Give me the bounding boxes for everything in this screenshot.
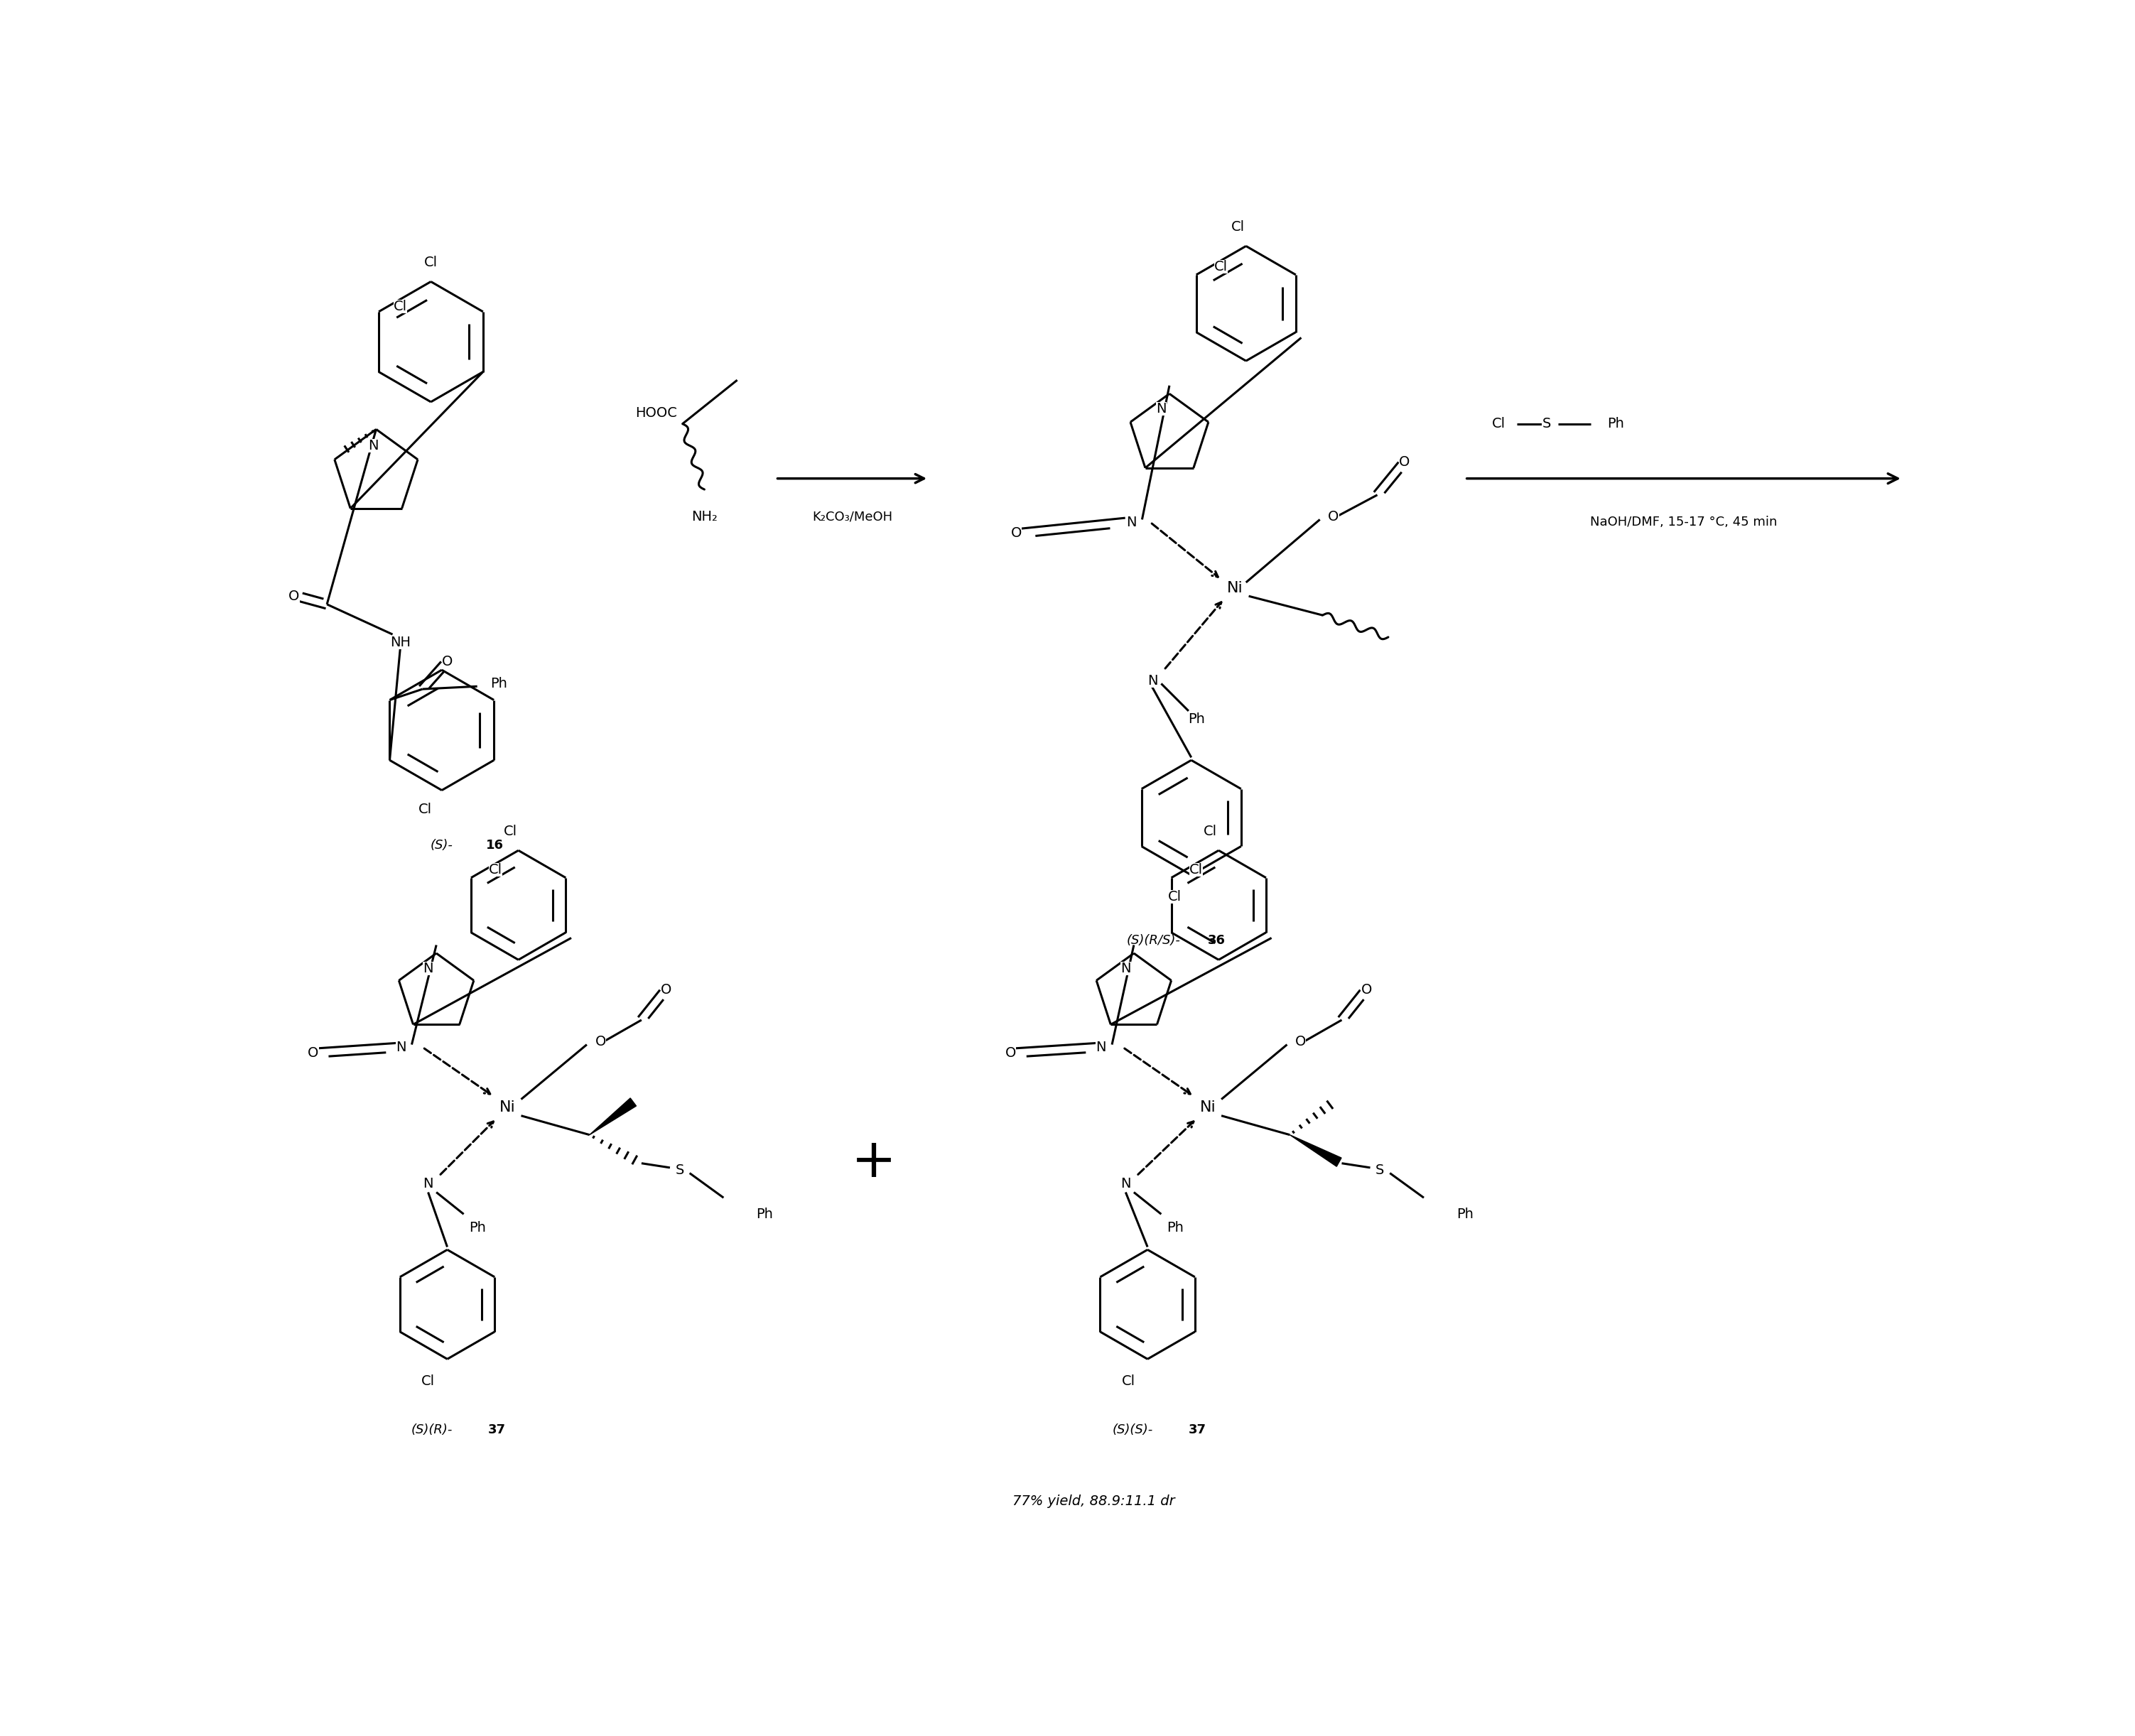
Text: (S)-: (S)-: [429, 838, 453, 851]
Text: O: O: [442, 654, 453, 668]
Text: O: O: [596, 1035, 606, 1049]
Text: Cl: Cl: [425, 255, 438, 269]
Text: Cl: Cl: [418, 802, 431, 816]
Text: O: O: [1006, 1047, 1016, 1059]
Text: Ph: Ph: [470, 1220, 487, 1234]
Text: Cl: Cl: [504, 825, 517, 838]
Text: O: O: [307, 1047, 318, 1059]
Text: 36: 36: [1208, 934, 1225, 948]
Text: N: N: [1125, 516, 1136, 529]
Text: +: +: [852, 1135, 897, 1189]
Text: Ni: Ni: [1200, 1101, 1215, 1115]
Text: NaOH/DMF, 15-17 °C, 45 min: NaOH/DMF, 15-17 °C, 45 min: [1591, 516, 1776, 529]
Text: Ph: Ph: [1189, 712, 1206, 726]
Text: 37: 37: [1189, 1424, 1206, 1437]
Text: O: O: [1328, 510, 1339, 524]
Text: S: S: [1375, 1163, 1383, 1177]
Text: 77% yield, 88.9:11.1 dr: 77% yield, 88.9:11.1 dr: [1012, 1495, 1174, 1509]
Text: N: N: [1155, 403, 1166, 417]
Text: K₂CO₃/MeOH: K₂CO₃/MeOH: [811, 510, 892, 523]
Text: Cl: Cl: [489, 863, 502, 877]
Text: Ph: Ph: [1608, 417, 1625, 431]
Text: N: N: [1121, 1177, 1132, 1191]
Text: S: S: [675, 1163, 683, 1177]
Text: Cl: Cl: [1492, 417, 1505, 431]
Text: Cl: Cl: [1168, 891, 1181, 904]
Text: Cl: Cl: [1232, 220, 1245, 234]
Text: Cl: Cl: [1189, 863, 1202, 877]
Text: O: O: [660, 983, 673, 996]
Text: 37: 37: [489, 1424, 506, 1437]
Text: NH₂: NH₂: [692, 510, 717, 524]
Text: (S)(R/S)-: (S)(R/S)-: [1127, 934, 1181, 948]
Text: Cl: Cl: [1121, 1375, 1136, 1387]
Text: N: N: [423, 962, 433, 976]
Text: N: N: [395, 1040, 406, 1054]
Text: O: O: [1360, 983, 1373, 996]
Polygon shape: [589, 1099, 636, 1135]
Text: N: N: [1121, 962, 1132, 976]
Text: Ph: Ph: [1456, 1208, 1473, 1220]
Text: Cl: Cl: [1215, 260, 1228, 273]
Text: (S)(R)-: (S)(R)-: [412, 1424, 453, 1437]
Text: Cl: Cl: [393, 300, 408, 312]
Polygon shape: [1290, 1135, 1341, 1167]
Text: Ph: Ph: [756, 1208, 773, 1220]
Text: O: O: [1398, 455, 1409, 469]
Text: Ni: Ni: [1228, 582, 1243, 595]
Text: N: N: [367, 439, 378, 453]
Text: O: O: [1010, 526, 1023, 540]
Text: 16: 16: [485, 838, 504, 851]
Text: O: O: [288, 589, 299, 602]
Text: HOOC: HOOC: [636, 406, 677, 420]
Text: O: O: [1296, 1035, 1307, 1049]
Text: Cl: Cl: [421, 1375, 436, 1387]
Text: N: N: [423, 1177, 433, 1191]
Text: Ph: Ph: [1166, 1220, 1183, 1234]
Text: S: S: [1541, 417, 1552, 431]
Text: (S)(S)-: (S)(S)-: [1112, 1424, 1153, 1437]
Text: Cl: Cl: [1204, 825, 1217, 838]
Text: NH: NH: [391, 635, 412, 649]
Text: Ph: Ph: [491, 677, 508, 691]
Text: N: N: [1095, 1040, 1106, 1054]
Text: Ni: Ni: [500, 1101, 515, 1115]
Text: N: N: [1149, 674, 1157, 687]
